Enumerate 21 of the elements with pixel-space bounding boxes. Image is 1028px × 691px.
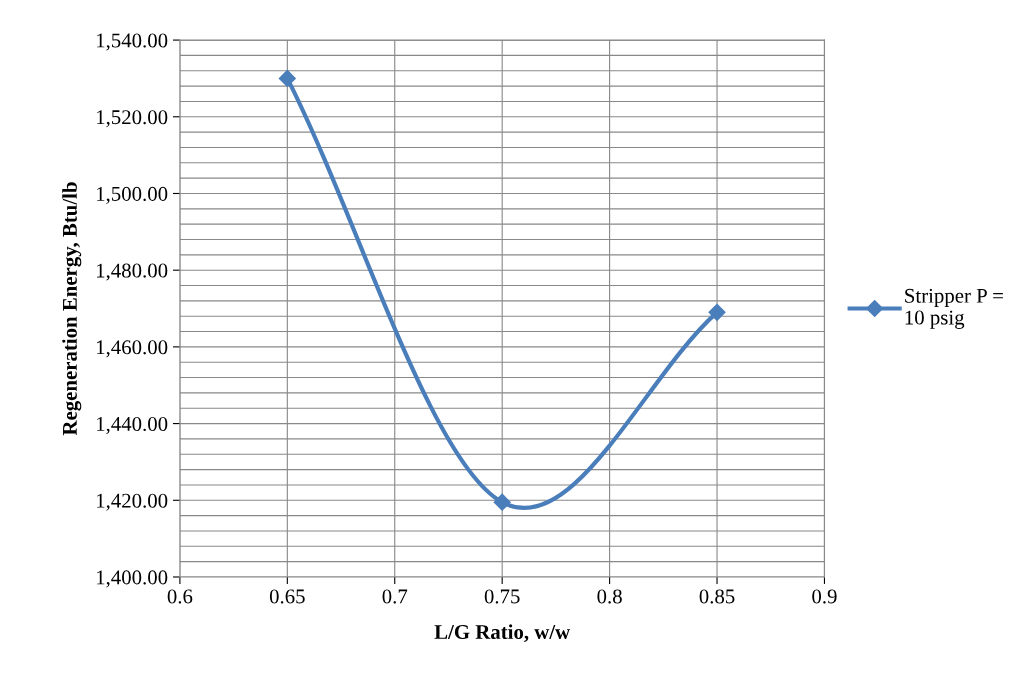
y-tick-label: 1,460.00 — [97, 340, 168, 358]
y-tick-label: 1,400.00 — [97, 570, 168, 588]
y-tick-label: 1,520.00 — [97, 110, 168, 128]
point — [493, 493, 511, 511]
y-tick-label: 1,500.00 — [97, 186, 168, 204]
point — [708, 303, 726, 321]
x-tick-label: 0.75 — [484, 589, 520, 604]
x-tick-label: 0.85 — [699, 589, 735, 604]
y-tick-label: 1,440.00 — [97, 416, 168, 435]
x-tick-label: 0.65 — [269, 589, 305, 604]
legend-label: Stripper P = 10 psig — [905, 288, 1003, 329]
x-axis-title: L/G Ratio, w/w — [434, 624, 571, 643]
point — [278, 69, 296, 87]
y-tick-label: 1,420.00 — [97, 493, 168, 511]
x-tick-label: 0.8 — [597, 589, 622, 604]
y-tick-label: 1,480.00 — [97, 263, 168, 281]
y-tick-label: 1,540.00 — [97, 33, 168, 51]
y-axis-title: Regeneration Energy, Btu/lb — [62, 182, 82, 436]
x-tick-label: 0.7 — [382, 589, 408, 604]
x-tick-label: 0.9 — [812, 589, 837, 604]
x-tick-label: 0.6 — [167, 589, 193, 604]
